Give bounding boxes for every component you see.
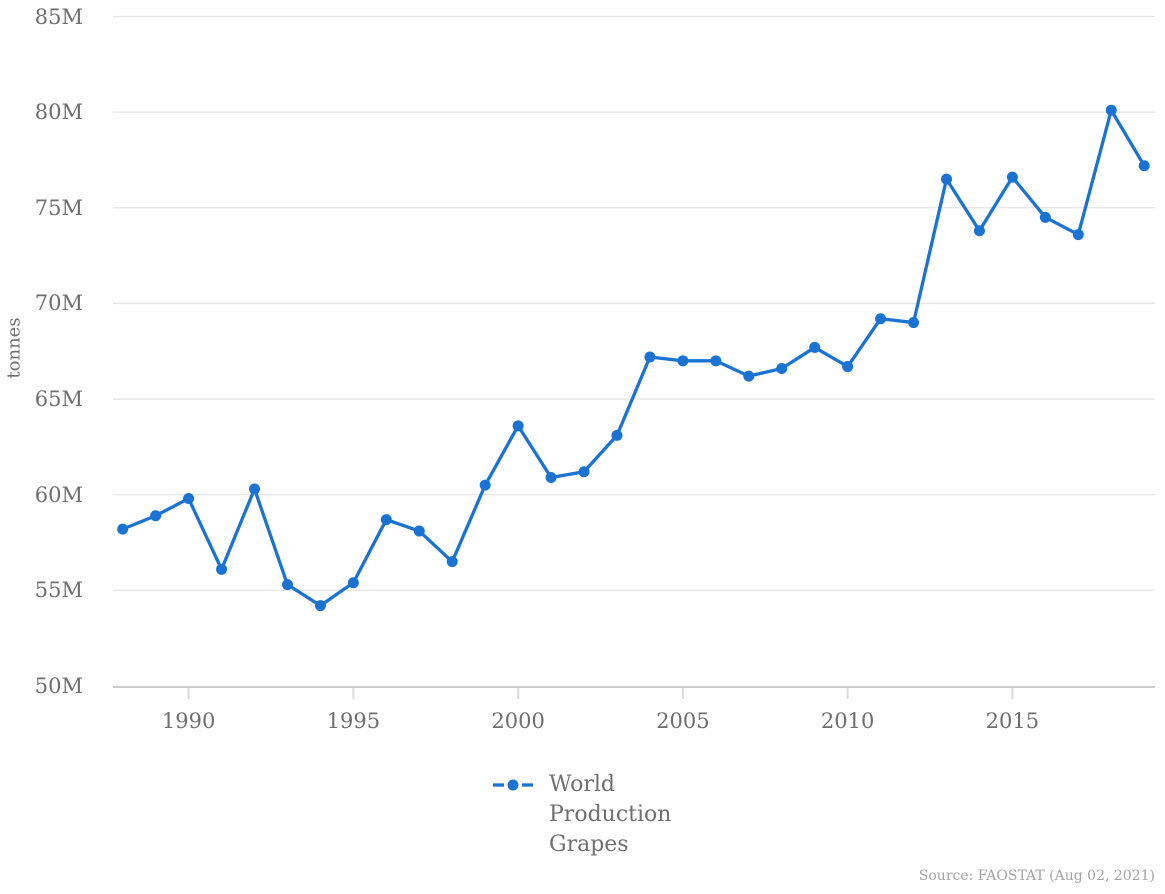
legend-item[interactable]: World Production Grapes [492,770,704,860]
data-point-2019[interactable] [1138,160,1150,172]
y-tick-label: 75M [34,195,83,220]
y-tick-label: 50M [34,674,83,698]
data-point-1994[interactable] [314,600,326,612]
y-axis-labels: 85M 80M 75M 70M 65M 60M 55M 50M [0,0,83,760]
data-point-2006[interactable] [710,355,722,367]
data-point-1996[interactable] [380,514,392,526]
x-tick-label: 1990 [161,709,216,733]
data-point-2013[interactable] [940,173,952,185]
data-point-1993[interactable] [281,579,293,591]
data-point-1991[interactable] [216,563,228,575]
data-point-2016[interactable] [1039,211,1051,223]
y-tick-label: 70M [34,291,83,316]
data-point-1990[interactable] [183,493,195,505]
data-point-2011[interactable] [875,313,887,325]
data-point-2004[interactable] [644,351,656,363]
y-tick-label: 55M [34,578,83,603]
data-point-2000[interactable] [512,420,524,432]
data-point-2005[interactable] [677,355,689,367]
x-tick-label: 2000 [491,709,545,733]
data-point-2009[interactable] [809,341,821,353]
x-tick-label: 1995 [326,709,381,733]
data-point-2003[interactable] [611,429,623,441]
data-point-1998[interactable] [446,556,458,568]
line-chart-plot [113,15,1155,699]
data-point-2015[interactable] [1006,171,1018,183]
series-line-world-production-grapes [121,108,1146,608]
data-point-1988[interactable] [117,523,129,535]
data-point-2007[interactable] [743,370,755,382]
data-point-1992[interactable] [249,483,261,495]
data-point-1999[interactable] [479,479,491,491]
legend-line-marker-icon [493,779,533,791]
data-point-2014[interactable] [973,225,985,237]
x-tick-label: 2010 [820,709,875,733]
x-tick-label: 2015 [985,709,1040,733]
y-tick-label: 60M [34,482,83,507]
data-point-1997[interactable] [413,525,425,537]
data-point-2002[interactable] [578,466,590,478]
x-axis-labels: 1990 1995 2000 2005 2010 2015 [0,709,1165,737]
data-point-2017[interactable] [1072,229,1084,241]
x-tick-label: 2005 [656,709,710,733]
y-tick-label: 65M [34,387,83,412]
legend-label: World Production Grapes [549,772,672,857]
data-point-2008[interactable] [776,362,788,374]
source-note: Source: FAOSTAT (Aug 02, 2021) [918,868,1155,884]
y-tick-label: 80M [34,100,83,125]
data-point-1989[interactable] [150,510,162,522]
data-point-1995[interactable] [347,577,359,589]
data-point-2001[interactable] [545,471,557,483]
data-point-2012[interactable] [908,317,920,329]
y-tick-label: 85M [34,4,83,29]
data-point-2018[interactable] [1105,104,1117,116]
data-point-2010[interactable] [842,361,854,373]
